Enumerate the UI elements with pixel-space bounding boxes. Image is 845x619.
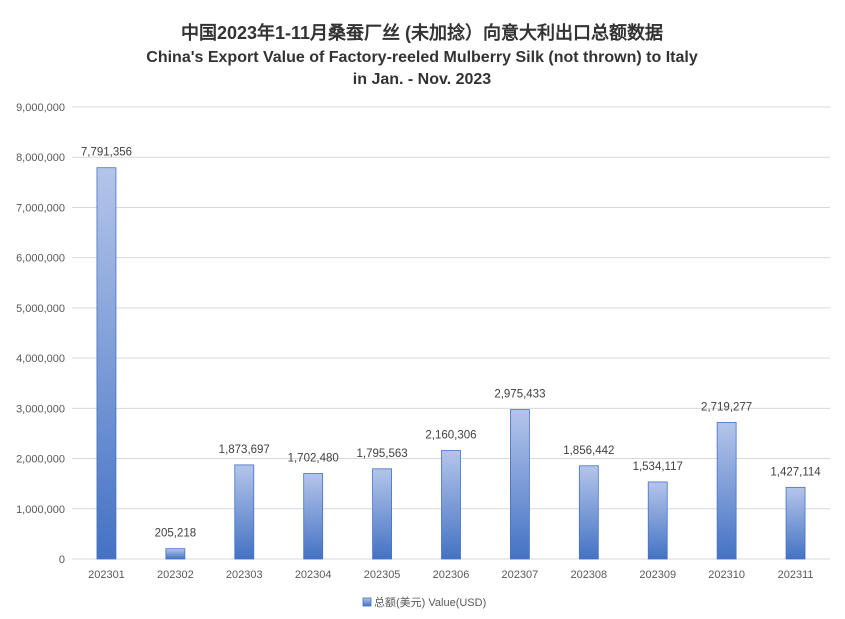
bar xyxy=(578,465,599,560)
y-tick-label: 5,000,000 xyxy=(16,303,65,315)
x-tick-label: 202302 xyxy=(157,569,194,581)
x-tick-label: 202310 xyxy=(708,569,745,581)
x-tick-label: 202307 xyxy=(502,569,539,581)
y-tick-label: 7,000,000 xyxy=(16,202,65,214)
bar xyxy=(234,464,255,560)
y-tick-label: 8,000,000 xyxy=(16,152,65,164)
x-tick-label: 202305 xyxy=(364,569,401,581)
data-label: 7,791,356 xyxy=(81,147,132,159)
y-tick-label: 1,000,000 xyxy=(16,504,65,516)
data-label: 1,856,442 xyxy=(563,445,614,457)
data-label: 2,719,277 xyxy=(701,401,752,413)
data-label: 205,218 xyxy=(155,528,197,540)
data-label: 1,534,117 xyxy=(633,461,683,473)
bar xyxy=(716,422,737,560)
bar xyxy=(96,167,117,560)
chart-subtitle-line2: in Jan. - Nov. 2023 xyxy=(353,71,492,88)
legend-label: 总额(美元) Value(USD) xyxy=(374,595,486,609)
x-tick-label: 202303 xyxy=(226,569,263,581)
bar xyxy=(165,548,186,560)
bar xyxy=(647,481,668,560)
y-tick-label: 3,000,000 xyxy=(16,403,65,415)
legend: 总额(美元) Value(USD) xyxy=(362,595,486,609)
data-label: 1,702,480 xyxy=(288,452,339,464)
y-tick-label: 2,000,000 xyxy=(16,454,65,466)
data-label: 1,795,563 xyxy=(357,448,408,460)
y-tick-label: 0 xyxy=(59,554,65,566)
data-label: 1,427,114 xyxy=(770,466,821,478)
data-label: 2,975,433 xyxy=(494,389,545,401)
x-tick-label: 202308 xyxy=(570,569,607,581)
legend-swatch xyxy=(362,597,372,607)
bar xyxy=(303,473,324,560)
y-tick-label: 6,000,000 xyxy=(16,253,65,265)
x-tick-label: 202311 xyxy=(778,569,814,581)
bar xyxy=(785,486,806,560)
y-tick-label: 4,000,000 xyxy=(16,353,65,365)
x-tick-label: 202301 xyxy=(88,569,125,581)
bar xyxy=(372,468,392,560)
x-tick-label: 202304 xyxy=(295,569,332,581)
x-tick-label: 202306 xyxy=(433,569,470,581)
chart-title: 中国2023年1-11月桑蚕厂丝 (未加捻）向意大利出口总额数据 xyxy=(181,22,663,43)
data-label: 1,873,697 xyxy=(219,444,270,456)
data-label: 2,160,306 xyxy=(425,430,476,442)
chart-subtitle-line1: China's Export Value of Factory-reeled M… xyxy=(146,49,698,66)
y-tick-label: 9,000,000 xyxy=(16,102,65,114)
bar xyxy=(510,409,530,560)
bar xyxy=(441,450,461,560)
x-tick-label: 202309 xyxy=(639,569,676,581)
